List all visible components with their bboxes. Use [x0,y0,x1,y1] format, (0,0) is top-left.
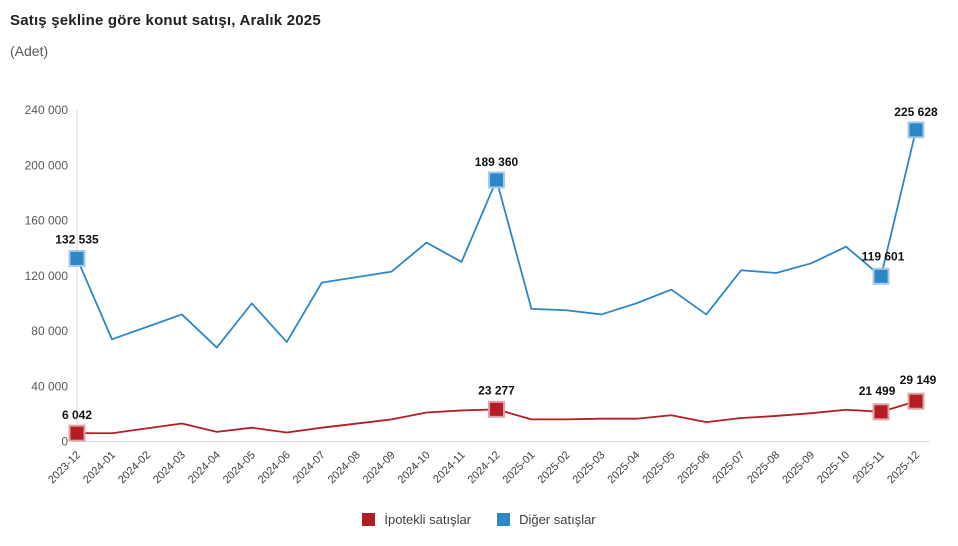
marker-diger-satislar[interactable] [68,249,86,267]
marker-diger-satislar[interactable] [907,121,925,139]
marker-ipotekli-satislar[interactable] [907,392,925,410]
data-label: 29 149 [900,373,937,387]
x-axis-label: 2025-04 [605,449,642,486]
y-axis-label: 120 000 [25,269,69,283]
data-label: 23 277 [478,383,515,397]
y-axis-label: 240 000 [25,103,69,117]
x-axis-label: 2025-01 [501,449,538,486]
marker-ipotekli-satislar[interactable] [872,403,890,421]
x-axis-label: 2024-06 [256,449,293,486]
legend-swatch-red [362,513,376,526]
marker-ipotekli-satislar[interactable] [488,400,505,418]
y-axis-label: 40 000 [31,379,68,393]
data-label: 225 628 [894,105,938,119]
legend-label: İpotekli satışlar [384,512,472,527]
x-axis-label: 2025-07 [710,449,747,486]
legend-item-ipotekli-satislar[interactable]: İpotekli satışlar [362,512,471,527]
y-axis-label: 160 000 [25,214,69,228]
data-label: 132 535 [55,232,99,246]
x-axis-label: 2024-07 [291,449,328,486]
chart-header: Satış şekline göre konut satışı, Aralık … [10,12,321,59]
x-axis-label: 2024-08 [326,449,363,486]
y-axis-label: 200 000 [25,158,69,172]
page-subtitle: (Adet) [10,43,49,59]
x-axis-label: 2024-09 [361,449,398,486]
x-axis-label: 2024-11 [431,449,467,485]
x-axis-label: 2025-11 [851,449,887,485]
y-axis-label: 80 000 [31,324,68,338]
x-axis-label: 2024-02 [116,449,153,486]
page-title: Satış şekline göre konut satışı, Aralık … [10,12,321,29]
legend-item-diger-satislar[interactable]: Diğer satışlar [497,512,596,527]
x-axis-label: 2025-05 [640,449,677,486]
marker-diger-satislar[interactable] [488,171,505,189]
data-label: 189 360 [475,155,519,169]
marker-ipotekli-satislar[interactable] [68,424,86,442]
x-axis-label: 2024-04 [186,449,223,486]
x-axis-label: 2025-02 [536,449,573,486]
x-axis-label: 2024-12 [466,449,503,486]
x-axis-label: 2024-05 [221,449,258,486]
x-axis-label: 2025-08 [745,449,782,486]
data-label: 119 601 [862,249,905,263]
data-label: 6 042 [62,408,92,422]
x-axis-label: 2025-10 [815,449,852,486]
legend-swatch-blue [497,513,511,526]
y-axis-label: 0 [61,435,68,449]
x-axis-label: 2024-03 [151,449,188,486]
x-axis-label: 2024-01 [81,449,118,486]
chart-legend: İpotekli satışlar Diğer satışlar [0,512,958,527]
x-axis-label: 2025-09 [780,449,817,486]
x-axis-label: 2025-03 [570,449,607,486]
legend-label: Diğer satışlar [519,512,596,527]
x-axis-label: 2025-12 [885,449,922,486]
x-axis-label: 2023-12 [46,449,83,486]
x-axis-label: 2025-06 [675,449,712,486]
marker-diger-satislar[interactable] [872,267,890,285]
x-axis-label: 2024-10 [396,449,433,486]
data-label: 21 499 [859,384,896,398]
